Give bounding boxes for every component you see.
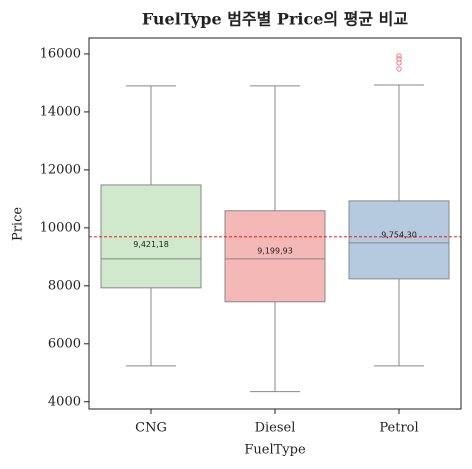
plot-frame	[88, 37, 462, 410]
y-tick-label: 16000	[40, 46, 81, 61]
y-tick-label: 12000	[40, 162, 81, 177]
flier	[396, 53, 402, 59]
y-tick-label: 4000	[48, 394, 81, 409]
mean-label: 9,421,18	[133, 240, 169, 249]
chart-title: FuelType 범주별 Price의 평균 비교	[142, 10, 409, 29]
y-tick-label: 14000	[40, 104, 81, 119]
flier	[396, 66, 402, 72]
flier	[396, 56, 402, 62]
y-tick-label: 6000	[48, 336, 81, 351]
box	[100, 184, 202, 289]
y-axis-label: Price	[11, 207, 26, 241]
x-axis-label: FuelType	[244, 443, 306, 458]
x-tick-label: Diesel	[255, 421, 296, 436]
mean-label: 9,754,30	[381, 230, 417, 239]
x-tick-label: CNG	[135, 421, 167, 436]
mean-label: 9,199,93	[257, 247, 293, 256]
y-tick-label: 10000	[40, 220, 81, 235]
y-tick-label: 8000	[48, 278, 81, 293]
x-tick-label: Petrol	[379, 421, 418, 436]
box	[348, 200, 450, 280]
box	[224, 210, 326, 303]
